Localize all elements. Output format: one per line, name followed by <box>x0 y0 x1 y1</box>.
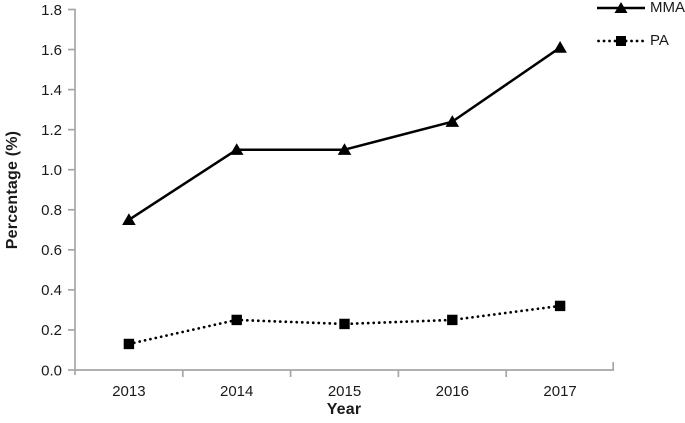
y-tick-label: 0.8 <box>41 202 62 219</box>
data-point-marker-mma <box>229 143 244 155</box>
x-tick-label: 2016 <box>436 383 469 400</box>
data-point-marker-mma <box>445 115 460 127</box>
data-point-marker-pa <box>339 318 350 330</box>
series-line-mma <box>128 46 561 221</box>
x-tick-label: 2015 <box>328 383 361 400</box>
data-point-marker-mma <box>553 41 567 53</box>
data-point-marker-pa <box>447 314 458 326</box>
mma-solid-line-triangle-icon <box>597 2 645 13</box>
y-tick-label: 1.2 <box>41 122 62 139</box>
y-axis-title: Percentage (%) <box>4 130 21 250</box>
x-tick-label: 2013 <box>112 383 145 400</box>
data-point-marker-mma <box>337 143 352 155</box>
y-tick-label: 1.4 <box>41 82 62 99</box>
y-tick-label: 1.8 <box>41 2 62 19</box>
legend-label-mma: MMA <box>650 0 685 16</box>
x-tick-label: 2017 <box>543 383 576 400</box>
series-line-pa <box>127 304 562 346</box>
legend: MMA PA <box>597 0 685 60</box>
legend-label-pa: PA <box>650 32 669 49</box>
x-tick-label: 2014 <box>220 383 253 400</box>
y-tick-label: 0.0 <box>41 362 62 379</box>
legend-item-pa: PA <box>597 32 669 49</box>
y-tick-label: 1.6 <box>41 42 62 59</box>
data-point-marker-pa <box>554 300 566 312</box>
data-point-marker-pa <box>123 338 135 350</box>
y-tick-label: 0.2 <box>41 322 62 339</box>
y-tick-label: 0.4 <box>41 282 62 299</box>
data-point-marker-mma <box>122 213 136 225</box>
data-point-marker-pa <box>231 314 242 326</box>
y-tick-label: 1.0 <box>41 162 62 179</box>
y-tick-label: 0.6 <box>41 242 62 259</box>
x-axis-title: Year <box>326 401 362 418</box>
legend-item-mma: MMA <box>597 0 685 16</box>
pa-dotted-line-square-icon <box>597 36 645 46</box>
